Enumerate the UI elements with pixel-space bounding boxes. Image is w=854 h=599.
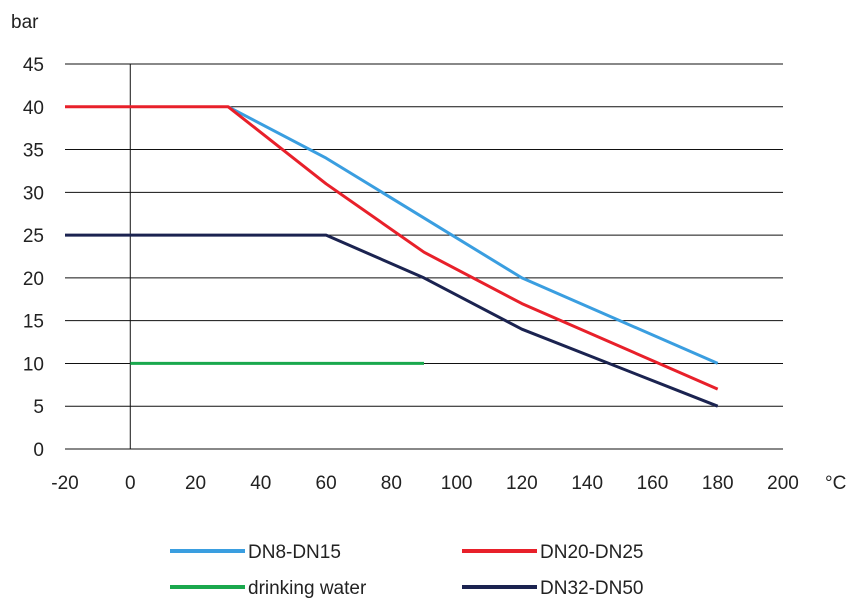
legend: DN8-DN15 DN20-DN25 drinking water DN32-DN50: [170, 542, 643, 599]
y-tick-label: 5: [33, 397, 44, 418]
legend-label-dn8-dn15: DN8-DN15: [248, 542, 341, 563]
series-line-dn8-dn15: [227, 105, 719, 365]
y-tick-label: 30: [23, 183, 44, 204]
grid-lines: [65, 63, 783, 450]
series-lines: [65, 105, 719, 408]
x-tick-label: 80: [381, 473, 402, 494]
y-tick-label: 45: [23, 55, 44, 76]
y-tick-label: 15: [23, 312, 44, 333]
y-tick-label: 35: [23, 141, 44, 162]
y-tick-label: 20: [23, 269, 44, 290]
legend-label-drinking-water: drinking water: [248, 578, 367, 599]
x-axis-label: °C: [825, 473, 846, 494]
y-tick-label: 0: [33, 440, 44, 461]
x-tick-labels: -20 0 20 40 60 80 100 120 140 160 180 200: [51, 473, 799, 494]
x-tick-label: 160: [637, 473, 669, 494]
series-line-dn20-dn25: [65, 105, 719, 391]
x-tick-label: 60: [316, 473, 337, 494]
x-tick-label: 120: [506, 473, 538, 494]
x-tick-label: -20: [51, 473, 78, 494]
legend-label-dn32-dn50: DN32-DN50: [540, 578, 643, 599]
y-tick-label: 10: [23, 354, 44, 375]
x-tick-label: 140: [571, 473, 603, 494]
y-tick-label: 25: [23, 226, 44, 247]
x-tick-label: 180: [702, 473, 734, 494]
y-tick-label: 40: [23, 98, 44, 119]
series-line-dn32-dn50: [65, 233, 719, 408]
x-tick-label: 100: [441, 473, 473, 494]
x-tick-label: 0: [125, 473, 136, 494]
x-tick-label: 200: [767, 473, 799, 494]
y-axis-label: bar: [11, 12, 39, 33]
x-tick-label: 40: [250, 473, 271, 494]
y-tick-labels: 0 5 10 15 20 25 30 35 40 45: [23, 55, 44, 461]
x-tick-label: 20: [185, 473, 206, 494]
legend-label-dn20-dn25: DN20-DN25: [540, 542, 643, 563]
